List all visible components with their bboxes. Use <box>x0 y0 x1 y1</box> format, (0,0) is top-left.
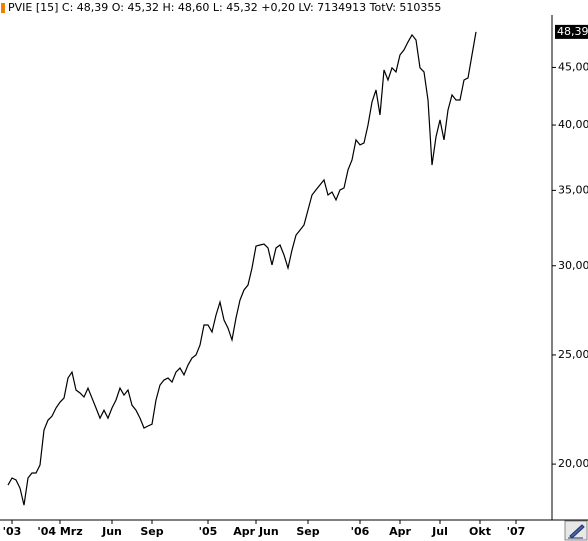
x-tick-label: Apr Jun <box>233 525 278 538</box>
chart-title: PVIE [15] C: 48,39 O: 45,32 H: 48,60 L: … <box>8 1 441 14</box>
x-tick-label: '03 <box>3 525 22 538</box>
y-tick-label: 35,00 <box>558 183 588 196</box>
x-tick-label: '04 Mrz <box>37 525 82 538</box>
x-tick-label: Jul <box>431 525 448 538</box>
last-value-label: 48,39 <box>557 25 588 38</box>
symbol-marker <box>1 3 5 13</box>
y-tick-label: 25,00 <box>558 348 588 361</box>
x-tick-label: Sep <box>296 525 319 538</box>
x-tick-label: Apr <box>389 525 411 538</box>
y-tick-label: 30,00 <box>558 259 588 272</box>
y-tick-label: 45,00 <box>558 60 588 73</box>
last-value-box <box>555 24 588 39</box>
pen-icon <box>568 524 585 539</box>
x-tick-label: '06 <box>351 525 370 538</box>
x-tick-label: Jun <box>101 525 122 538</box>
x-tick-label: Okt <box>469 525 491 538</box>
y-tick-label: 40,00 <box>558 118 588 131</box>
x-tick-label: Sep <box>140 525 163 538</box>
y-tick-label: 20,00 <box>558 457 588 470</box>
price-line <box>7 31 477 506</box>
x-tick-label: '07 <box>507 525 526 538</box>
x-tick-label: '05 <box>199 525 218 538</box>
